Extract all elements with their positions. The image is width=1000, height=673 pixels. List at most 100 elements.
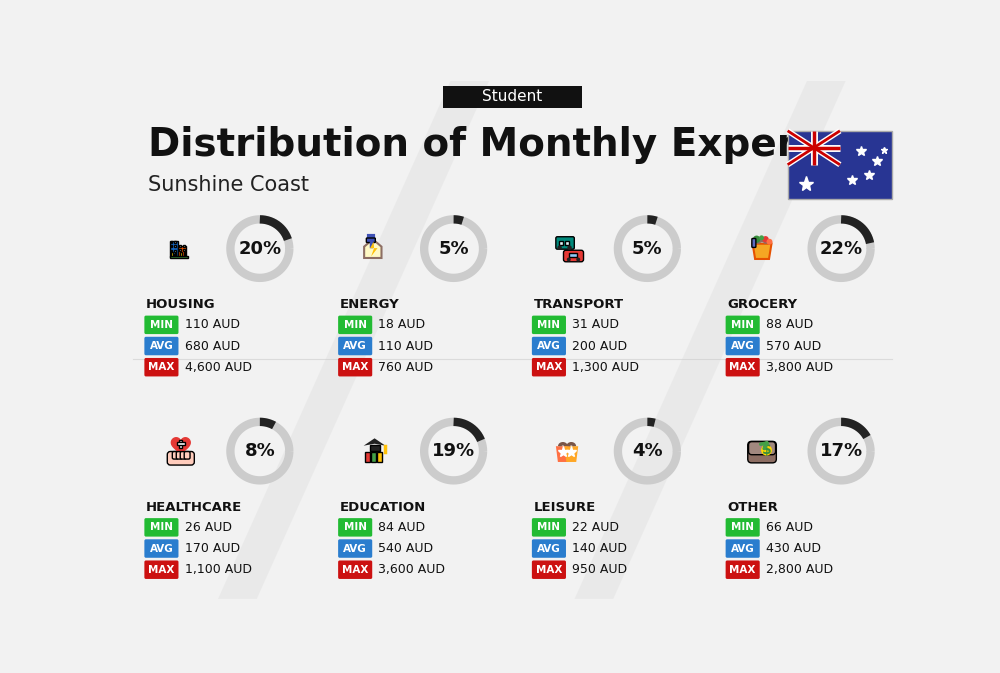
Text: 26 AUD: 26 AUD bbox=[185, 521, 232, 534]
Text: AVG: AVG bbox=[537, 341, 561, 351]
FancyBboxPatch shape bbox=[144, 539, 178, 558]
FancyBboxPatch shape bbox=[565, 241, 569, 245]
Polygon shape bbox=[364, 438, 385, 446]
FancyBboxPatch shape bbox=[174, 250, 176, 252]
FancyBboxPatch shape bbox=[726, 539, 760, 558]
FancyBboxPatch shape bbox=[338, 539, 372, 558]
Text: AVG: AVG bbox=[731, 341, 755, 351]
Text: 200 AUD: 200 AUD bbox=[572, 339, 627, 353]
FancyBboxPatch shape bbox=[172, 452, 178, 459]
Text: MAX: MAX bbox=[148, 565, 175, 575]
Text: 84 AUD: 84 AUD bbox=[378, 521, 426, 534]
Text: 570 AUD: 570 AUD bbox=[766, 339, 821, 353]
FancyBboxPatch shape bbox=[338, 316, 372, 334]
Text: 430 AUD: 430 AUD bbox=[766, 542, 821, 555]
FancyBboxPatch shape bbox=[144, 561, 178, 579]
Circle shape bbox=[761, 445, 772, 456]
Text: 4,600 AUD: 4,600 AUD bbox=[185, 361, 252, 374]
Text: MAX: MAX bbox=[148, 362, 175, 372]
FancyBboxPatch shape bbox=[174, 245, 176, 247]
Text: 20%: 20% bbox=[238, 240, 281, 258]
FancyBboxPatch shape bbox=[365, 452, 370, 462]
Circle shape bbox=[557, 246, 562, 250]
Text: AVG: AVG bbox=[150, 544, 173, 553]
Text: 1,300 AUD: 1,300 AUD bbox=[572, 361, 639, 374]
FancyBboxPatch shape bbox=[556, 237, 574, 249]
FancyBboxPatch shape bbox=[532, 518, 566, 536]
Text: MIN: MIN bbox=[731, 320, 754, 330]
Text: Sunshine Coast: Sunshine Coast bbox=[148, 175, 309, 194]
Text: MAX: MAX bbox=[536, 565, 562, 575]
Circle shape bbox=[384, 451, 387, 454]
Text: 4%: 4% bbox=[632, 442, 663, 460]
Text: 1,100 AUD: 1,100 AUD bbox=[185, 563, 252, 576]
Text: EDUCATION: EDUCATION bbox=[340, 501, 426, 514]
FancyBboxPatch shape bbox=[179, 439, 182, 448]
Text: 18 AUD: 18 AUD bbox=[378, 318, 426, 331]
Text: AVG: AVG bbox=[537, 544, 561, 553]
Text: 2,800 AUD: 2,800 AUD bbox=[766, 563, 833, 576]
FancyBboxPatch shape bbox=[371, 452, 376, 462]
FancyBboxPatch shape bbox=[726, 358, 760, 376]
Text: ENERGY: ENERGY bbox=[340, 298, 399, 312]
FancyBboxPatch shape bbox=[184, 252, 185, 258]
Text: 3,800 AUD: 3,800 AUD bbox=[766, 361, 833, 374]
Text: MIN: MIN bbox=[537, 320, 560, 330]
Circle shape bbox=[567, 246, 572, 250]
Text: 31 AUD: 31 AUD bbox=[572, 318, 619, 331]
Polygon shape bbox=[753, 244, 771, 259]
FancyBboxPatch shape bbox=[183, 249, 185, 251]
Text: MIN: MIN bbox=[537, 522, 560, 532]
FancyBboxPatch shape bbox=[178, 246, 186, 258]
Circle shape bbox=[762, 236, 769, 242]
FancyBboxPatch shape bbox=[171, 241, 172, 243]
Text: OTHER: OTHER bbox=[727, 501, 778, 514]
FancyBboxPatch shape bbox=[338, 561, 372, 579]
FancyBboxPatch shape bbox=[175, 252, 176, 258]
FancyBboxPatch shape bbox=[144, 358, 178, 376]
FancyBboxPatch shape bbox=[179, 245, 181, 246]
Circle shape bbox=[759, 236, 764, 240]
FancyBboxPatch shape bbox=[726, 336, 760, 355]
FancyBboxPatch shape bbox=[144, 336, 178, 355]
Text: 170 AUD: 170 AUD bbox=[185, 542, 240, 555]
Text: HEALTHCARE: HEALTHCARE bbox=[146, 501, 242, 514]
Text: 66 AUD: 66 AUD bbox=[766, 521, 813, 534]
Text: MIN: MIN bbox=[344, 320, 367, 330]
FancyBboxPatch shape bbox=[167, 452, 194, 465]
FancyBboxPatch shape bbox=[170, 242, 178, 258]
Text: TRANSPORT: TRANSPORT bbox=[533, 298, 624, 312]
FancyBboxPatch shape bbox=[563, 250, 584, 262]
Text: 110 AUD: 110 AUD bbox=[185, 318, 240, 331]
FancyBboxPatch shape bbox=[726, 518, 760, 536]
Text: 5%: 5% bbox=[632, 240, 663, 258]
FancyBboxPatch shape bbox=[377, 452, 382, 462]
FancyBboxPatch shape bbox=[184, 452, 190, 459]
Circle shape bbox=[753, 236, 760, 243]
FancyBboxPatch shape bbox=[338, 336, 372, 355]
FancyBboxPatch shape bbox=[180, 252, 182, 258]
FancyBboxPatch shape bbox=[174, 241, 176, 243]
Text: AVG: AVG bbox=[731, 544, 755, 553]
Text: 680 AUD: 680 AUD bbox=[185, 339, 240, 353]
FancyBboxPatch shape bbox=[144, 316, 178, 334]
Text: 17%: 17% bbox=[820, 442, 863, 460]
Text: $: $ bbox=[762, 443, 771, 457]
FancyBboxPatch shape bbox=[532, 561, 566, 579]
Text: 3,600 AUD: 3,600 AUD bbox=[378, 563, 445, 576]
Text: 950 AUD: 950 AUD bbox=[572, 563, 627, 576]
FancyBboxPatch shape bbox=[749, 441, 776, 455]
Text: HOUSING: HOUSING bbox=[146, 298, 216, 312]
FancyBboxPatch shape bbox=[170, 256, 188, 258]
FancyBboxPatch shape bbox=[171, 245, 172, 247]
FancyBboxPatch shape bbox=[443, 86, 582, 108]
FancyBboxPatch shape bbox=[726, 561, 760, 579]
FancyBboxPatch shape bbox=[752, 238, 756, 248]
Text: MIN: MIN bbox=[150, 320, 173, 330]
Polygon shape bbox=[574, 81, 846, 599]
FancyBboxPatch shape bbox=[183, 245, 185, 246]
Polygon shape bbox=[370, 242, 378, 256]
FancyBboxPatch shape bbox=[726, 316, 760, 334]
Text: MAX: MAX bbox=[729, 362, 756, 372]
Text: AVG: AVG bbox=[343, 544, 367, 553]
